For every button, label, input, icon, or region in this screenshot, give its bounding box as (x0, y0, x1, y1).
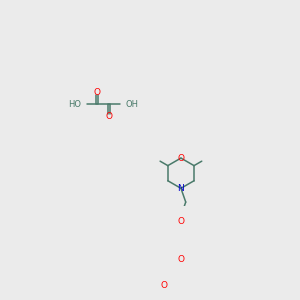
Text: O: O (105, 112, 112, 121)
Text: O: O (94, 88, 100, 97)
Text: HO: HO (68, 100, 81, 109)
Text: OH: OH (126, 100, 139, 109)
Text: O: O (177, 255, 184, 264)
Text: O: O (177, 217, 184, 226)
Text: N: N (178, 184, 184, 193)
Text: O: O (160, 281, 167, 290)
Text: O: O (177, 154, 184, 163)
